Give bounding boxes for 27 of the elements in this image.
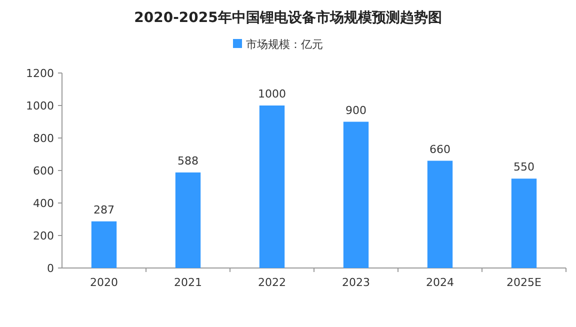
chart-title: 2020-2025年中国锂电设备市场规模预测趋势图 [134,9,442,26]
bar [427,160,453,268]
x-tick-label: 2025E [506,276,542,289]
y-tick-label: 800 [33,132,54,145]
y-tick-label: 1200 [26,67,54,80]
bar [511,178,537,268]
y-tick-label: 600 [33,164,54,178]
x-tick-label: 2022 [258,276,286,289]
bar [91,221,117,268]
bar [259,106,285,268]
bar [343,122,369,268]
data-label: 550 [514,160,534,174]
data-label: 900 [346,104,366,117]
y-tick-label: 0 [47,262,54,275]
x-tick-label: 2021 [174,276,202,289]
x-tick-label: 2024 [426,276,454,289]
data-label: 588 [178,154,198,168]
bar [175,172,201,268]
data-label: 1000 [258,88,286,100]
legend-label: 市场规模：亿元 [246,38,323,51]
y-tick-label: 400 [33,197,54,210]
data-label: 287 [94,203,114,216]
x-tick-label: 2023 [342,276,370,289]
y-tick-label: 1000 [26,100,54,112]
y-tick-label: 200 [33,230,54,242]
x-tick-label: 2020 [90,276,118,289]
data-label: 660 [430,142,450,156]
